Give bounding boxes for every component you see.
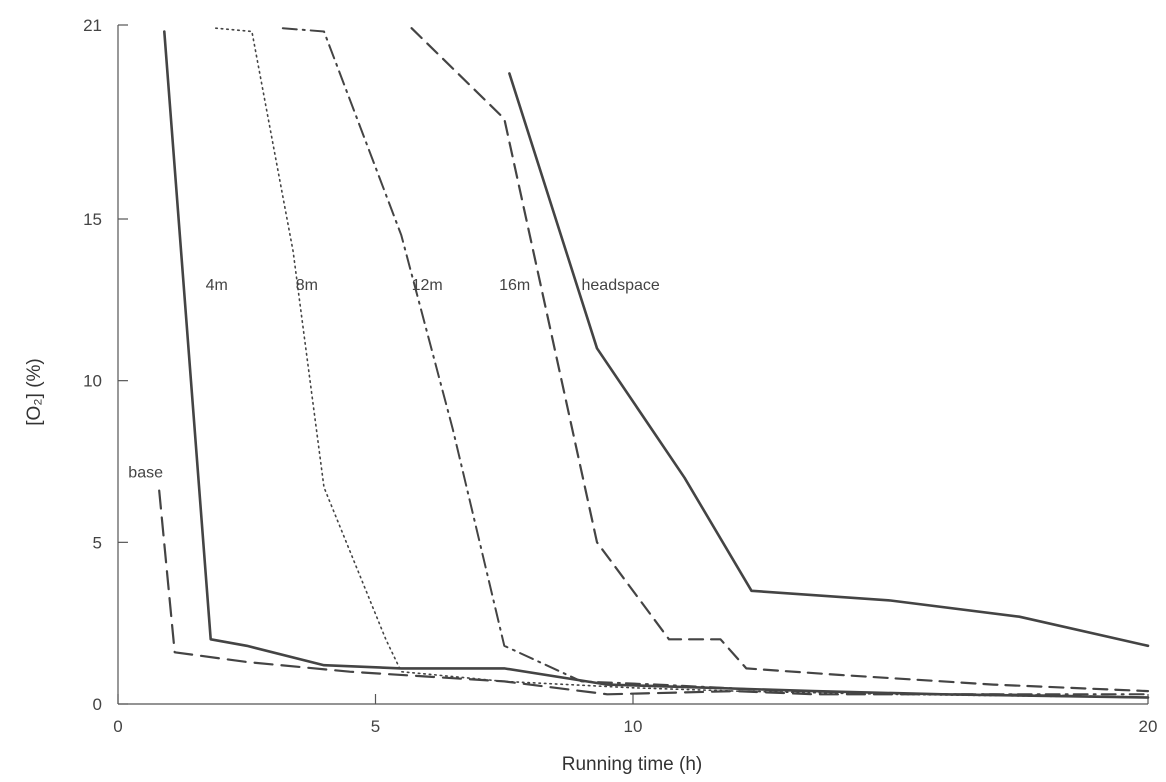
- series-line-8m: [215, 27, 1149, 699]
- y-tick-label: 5: [93, 533, 102, 552]
- series-line-base: [158, 489, 1150, 699]
- y-tick-label: 21: [83, 16, 102, 35]
- x-axis-title: Running time (h): [562, 754, 702, 775]
- series-line-4m: [163, 30, 1150, 699]
- series-label-12m: 12m: [412, 277, 443, 294]
- series-line-12m: [281, 27, 1149, 696]
- series-lines: [158, 27, 1150, 699]
- x-tick-label: 0: [113, 717, 122, 736]
- series-line-headspace: [508, 72, 1150, 648]
- x-tick-label: 10: [624, 717, 643, 736]
- series-label-headspace: headspace: [582, 277, 660, 294]
- x-tick-label: 20: [1139, 717, 1158, 736]
- series-labels: base 4m 8m 12m 16m headspace: [128, 277, 660, 482]
- x-tick-label: 5: [371, 717, 380, 736]
- y-tick-label: 10: [83, 372, 102, 391]
- y-tick-label: 15: [83, 210, 102, 229]
- y-axis-title: [O₂] (%): [24, 358, 45, 426]
- y-tick-label: 0: [93, 695, 102, 714]
- series-label-base: base: [128, 465, 163, 482]
- series-label-8m: 8m: [296, 277, 318, 294]
- series-label-16m: 16m: [499, 277, 530, 294]
- axes: 0 5 10 15 21 0 5 10 20: [83, 16, 1157, 736]
- series-label-4m: 4m: [206, 277, 228, 294]
